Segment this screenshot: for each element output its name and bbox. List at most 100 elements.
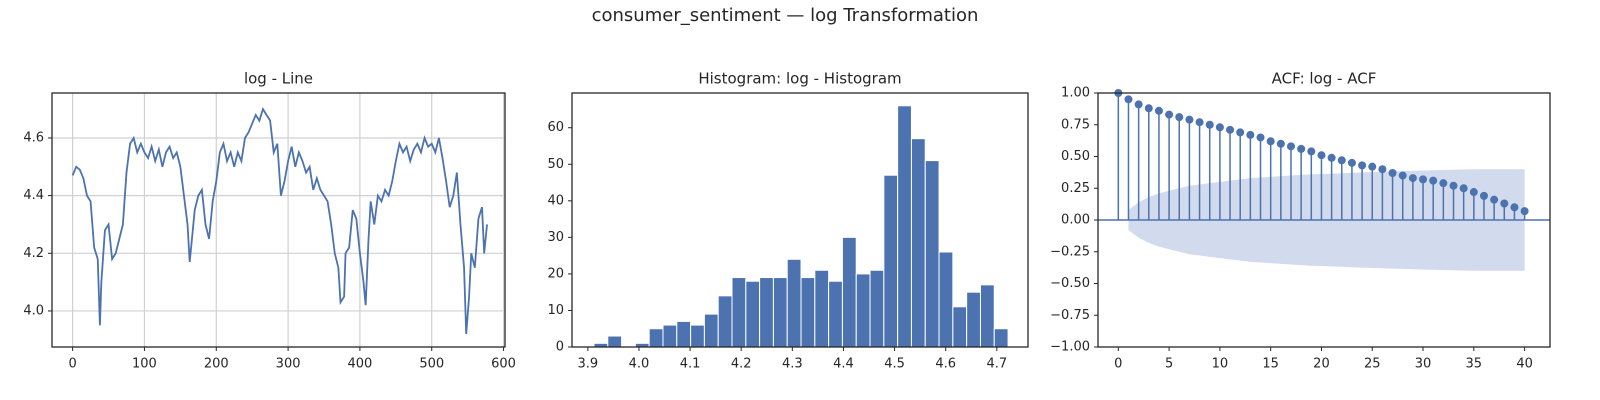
x-tick-label: 5 xyxy=(1165,357,1173,372)
bar xyxy=(938,251,954,348)
bar xyxy=(814,269,830,348)
bar xyxy=(690,324,705,348)
stem-marker xyxy=(1236,128,1245,137)
y-tick-label: 0.50 xyxy=(1061,149,1090,164)
bar xyxy=(855,273,871,348)
x-tick-label: 30 xyxy=(1415,357,1432,372)
stem-marker xyxy=(1429,176,1438,185)
x-tick-label: 3.9 xyxy=(578,357,599,372)
y-tick-label: 0.25 xyxy=(1061,181,1090,196)
stem-marker xyxy=(1419,175,1428,184)
x-tick-label: 0 xyxy=(68,357,76,372)
x-tick-label: 4.6 xyxy=(935,357,956,372)
stem-marker xyxy=(1510,203,1519,212)
y-tick-label: 4.0 xyxy=(23,303,44,318)
stem-marker xyxy=(1317,151,1326,160)
bar xyxy=(924,160,940,348)
chart-title: Histogram: log - Histogram xyxy=(698,70,901,88)
y-tick-label: 4.4 xyxy=(23,188,44,203)
stem-marker xyxy=(1469,188,1478,197)
stem-marker xyxy=(1337,156,1346,165)
bar xyxy=(979,284,995,348)
y-tick-label: −0.75 xyxy=(1050,308,1090,323)
figure-title: consumer_sentiment — log Transformation xyxy=(592,5,979,26)
stem-marker xyxy=(1266,137,1275,146)
y-tick-label: 50 xyxy=(547,157,564,172)
y-tick-label: 30 xyxy=(547,230,564,245)
bar xyxy=(869,269,885,348)
x-tick-label: 4.1 xyxy=(680,357,701,372)
stem-marker xyxy=(1358,161,1367,170)
stem-marker xyxy=(1439,179,1448,188)
y-tick-label: 0.75 xyxy=(1061,117,1090,132)
chart-title: ACF: log - ACF xyxy=(1272,70,1377,88)
bar xyxy=(952,306,968,348)
x-tick-label: 4.0 xyxy=(629,357,650,372)
bar xyxy=(759,277,774,348)
stem-marker xyxy=(1165,110,1174,119)
bar xyxy=(841,236,857,348)
x-tick-label: 10 xyxy=(1212,357,1229,372)
x-tick-label: 35 xyxy=(1466,357,1483,372)
line xyxy=(71,107,488,335)
bar xyxy=(910,138,926,348)
x-tick-label: 100 xyxy=(132,357,157,372)
stem-marker xyxy=(1347,158,1356,167)
stem-marker xyxy=(1256,133,1265,142)
bar xyxy=(828,280,843,348)
stem-marker xyxy=(1388,169,1397,178)
plot-frame xyxy=(571,92,1029,348)
stem-marker xyxy=(1307,147,1316,156)
bar xyxy=(717,295,733,348)
bar xyxy=(662,324,678,348)
bar xyxy=(800,277,816,348)
stem-marker xyxy=(1286,142,1295,151)
stem-marker xyxy=(1479,191,1488,200)
x-tick-label: 4.7 xyxy=(986,357,1007,372)
stem-marker xyxy=(1205,120,1214,129)
x-tick-label: 0 xyxy=(1114,357,1122,372)
x-tick-label: 40 xyxy=(1516,357,1533,372)
y-tick-label: 4.2 xyxy=(23,246,44,261)
bar xyxy=(648,328,664,348)
y-tick-label: 0 xyxy=(556,340,564,355)
stem-marker xyxy=(1327,153,1336,162)
x-tick-label: 4.2 xyxy=(731,357,752,372)
y-tick-label: 0.00 xyxy=(1061,213,1090,228)
stem-marker xyxy=(1226,125,1235,134)
x-tick-label: 20 xyxy=(1313,357,1330,372)
stem-marker xyxy=(1408,174,1417,183)
bar xyxy=(607,335,623,348)
bar xyxy=(731,277,747,348)
y-tick-label: −1.00 xyxy=(1050,340,1090,355)
bar xyxy=(966,291,981,348)
stem-marker xyxy=(1246,130,1255,139)
stem-marker xyxy=(1276,139,1285,148)
y-tick-label: 10 xyxy=(547,303,564,318)
x-tick-label: 25 xyxy=(1364,357,1381,372)
plot-frame xyxy=(51,92,506,348)
stem-marker xyxy=(1185,115,1194,124)
chart-title: log - Line xyxy=(244,70,313,88)
x-tick-label: 4.4 xyxy=(833,357,854,372)
bar xyxy=(676,320,692,348)
bar xyxy=(897,105,912,348)
y-tick-label: 20 xyxy=(547,266,564,281)
y-tick-label: −0.25 xyxy=(1050,244,1090,259)
y-tick-label: 60 xyxy=(547,120,564,135)
stem-marker xyxy=(1297,144,1306,153)
bar xyxy=(772,277,788,348)
y-tick-label: 40 xyxy=(547,193,564,208)
stem-marker xyxy=(1398,171,1407,180)
x-tick-label: 4.5 xyxy=(884,357,905,372)
x-tick-label: 200 xyxy=(204,357,229,372)
stem-marker xyxy=(1144,104,1153,113)
x-tick-label: 300 xyxy=(276,357,301,372)
stem-marker xyxy=(1520,207,1529,216)
y-tick-label: −0.50 xyxy=(1050,276,1090,291)
x-tick-label: 4.3 xyxy=(782,357,803,372)
stem-marker xyxy=(1449,181,1458,190)
stem-marker xyxy=(1459,184,1468,193)
stem-marker xyxy=(1378,165,1387,174)
